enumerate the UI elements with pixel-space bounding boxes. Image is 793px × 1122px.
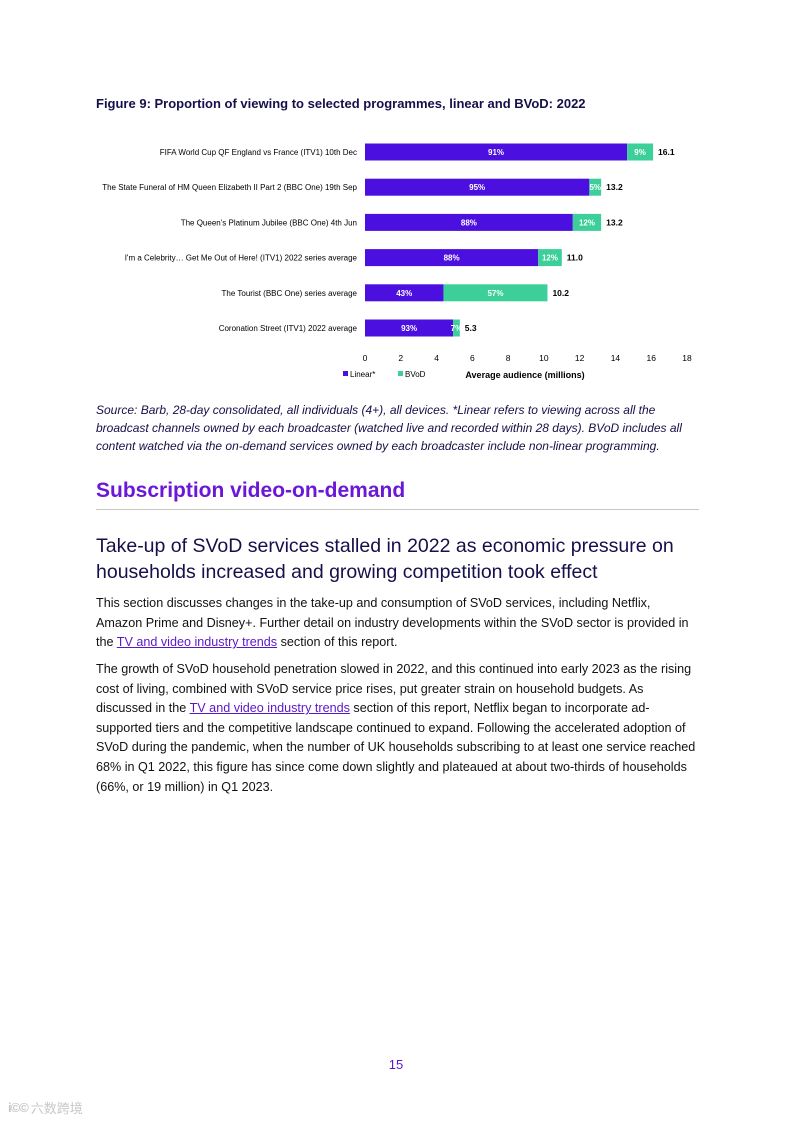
data-label-linear-5: 93% [401, 324, 417, 333]
data-label-bvod-3: 12% [542, 254, 558, 263]
total-label-5: 5.3 [465, 323, 477, 333]
total-label-2: 13.2 [606, 217, 623, 227]
data-label-bvod-0: 9% [634, 148, 646, 157]
total-label-4: 10.2 [552, 288, 569, 298]
legend-swatch-bvod [398, 371, 403, 376]
x-tick-label-6: 12 [575, 353, 585, 363]
bar-bvod-4 [443, 284, 548, 302]
watermark-logo-icon: i©© [8, 1099, 29, 1115]
data-label-linear-1: 95% [469, 183, 485, 192]
legend-swatch-linear [343, 371, 348, 376]
figure-title: Figure 9: Proportion of viewing to selec… [96, 96, 586, 111]
bar-bvod-5 [453, 319, 460, 337]
bar-bvod-2 [572, 213, 602, 231]
chart-legend: Linear* BVoD [343, 370, 426, 379]
paragraph-2-text-after: section of this report, Netflix began to… [96, 701, 696, 794]
x-tick-label-4: 8 [506, 353, 511, 363]
data-label-linear-2: 88% [461, 218, 477, 227]
x-tick-label-1: 2 [398, 353, 403, 363]
category-label-1: The State Funeral of HM Queen Elizabeth … [102, 183, 357, 192]
watermark: i©© 六数跨境 [8, 1096, 118, 1118]
paragraph-1: This section discusses changes in the ta… [96, 594, 696, 653]
bars-layer: FIFA World Cup QF England vs France (ITV… [102, 143, 675, 337]
section-heading: Subscription video-on-demand [96, 479, 699, 510]
watermark-text: 六数跨境 [30, 1100, 83, 1116]
bar-linear-0 [365, 143, 628, 161]
category-label-2: The Queen's Platinum Jubilee (BBC One) 4… [181, 218, 357, 227]
tv-video-trends-link-2[interactable]: TV and video industry trends [189, 701, 350, 716]
category-label-3: I'm a Celebrity… Get Me Out of Here! (IT… [125, 254, 358, 263]
data-label-bvod-2: 12% [579, 218, 595, 227]
category-label-0: FIFA World Cup QF England vs France (ITV… [160, 148, 357, 157]
x-tick-label-5: 10 [539, 353, 549, 363]
bar-bvod-0 [627, 143, 654, 161]
data-label-bvod-1: 5% [589, 183, 601, 192]
tv-video-trends-link-1[interactable]: TV and video industry trends [116, 635, 278, 650]
stacked-bar-chart: FIFA World Cup QF England vs France (ITV… [102, 143, 692, 380]
data-label-bvod-4: 57% [487, 289, 503, 298]
x-tick-label-0: 0 [363, 353, 368, 363]
data-label-linear-4: 43% [396, 289, 412, 298]
total-label-1: 13.2 [606, 182, 623, 192]
bar-linear-3 [365, 249, 539, 267]
page-number: 15 [388, 1057, 404, 1072]
x-tick-label-8: 16 [646, 353, 656, 363]
total-label-0: 16.1 [658, 147, 675, 157]
legend-label-linear: Linear* [350, 370, 375, 379]
x-tick-label-7: 14 [611, 353, 621, 363]
x-tick-label-2: 4 [434, 353, 439, 363]
bar-linear-1 [365, 178, 590, 196]
x-tick-label-3: 6 [470, 353, 475, 363]
paragraph-2-text-before: The growth of SVoD household penetration… [96, 662, 692, 716]
bar-linear-2 [365, 213, 573, 231]
x-axis: 0 2 4 6 8 10 12 14 16 18 Average audience (million… [363, 353, 692, 380]
section-subheading: Take-up of SVoD services stalled in 2022… [96, 535, 674, 583]
paragraph-2: The growth of SVoD household penetration… [96, 660, 696, 797]
x-axis-label: Average audience (millions) [465, 370, 584, 380]
data-label-linear-0: 91% [488, 148, 504, 157]
data-label-linear-3: 88% [444, 254, 460, 263]
category-label-4: The Tourist (BBC One) series average [222, 289, 358, 298]
paragraph-1-text-after: section of this report. [277, 635, 398, 650]
bar-bvod-1 [589, 178, 602, 196]
total-label-3: 11.0 [567, 253, 583, 263]
category-label-5: Coronation Street (ITV1) 2022 average [219, 324, 358, 333]
bar-bvod-3 [538, 249, 562, 267]
legend-label-bvod: BVoD [405, 370, 426, 379]
bar-linear-5 [365, 319, 454, 337]
figure-source-note: Source: Barb, 28-day consolidated, all i… [96, 403, 682, 453]
paragraph-1-text-before: This section discusses changes in the ta… [96, 596, 689, 650]
bar-linear-4 [365, 284, 444, 302]
data-label-bvod-5: 7% [451, 324, 463, 333]
x-tick-label-9: 18 [682, 353, 692, 363]
